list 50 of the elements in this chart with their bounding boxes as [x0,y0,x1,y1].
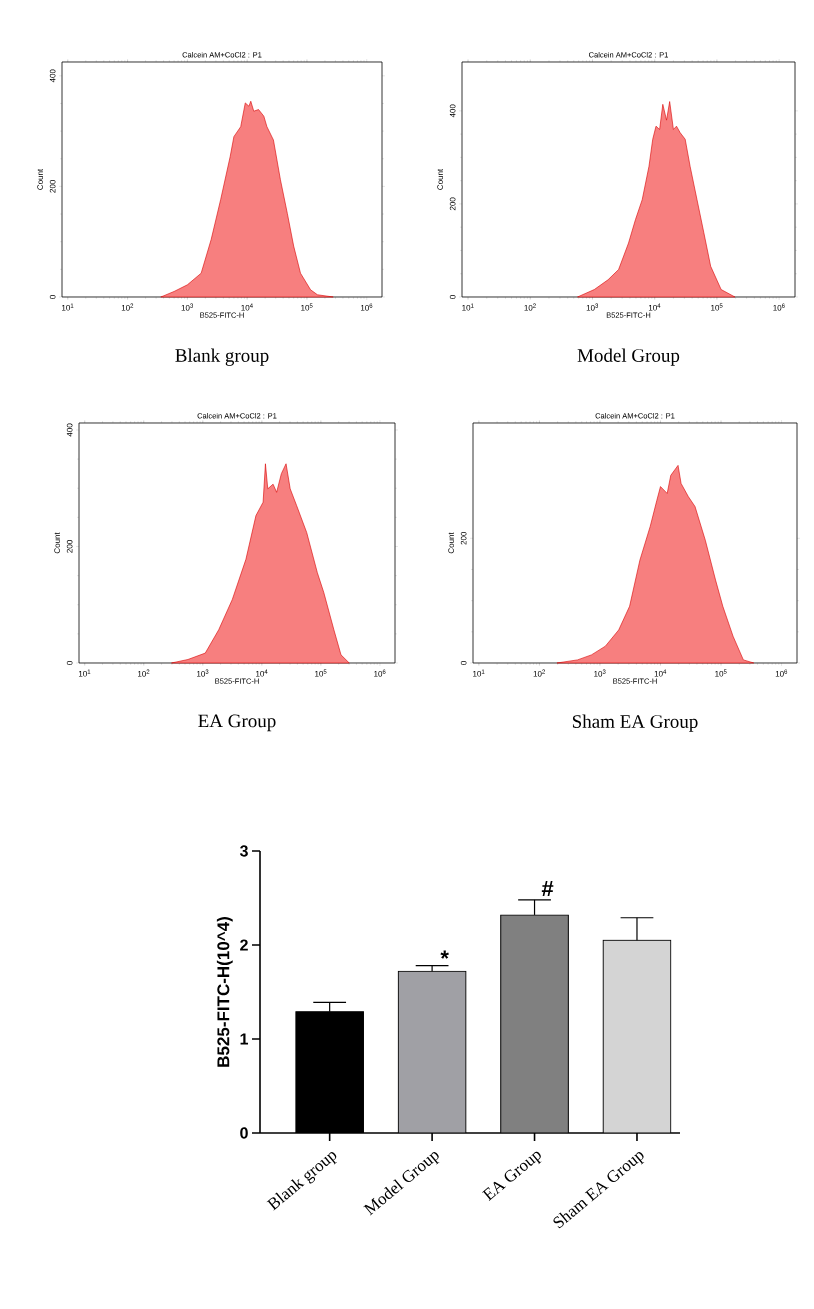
y-tick-label: 200 [49,180,56,193]
x-tick-label: 10$^{2}$ [121,303,134,311]
annotation: # [541,881,554,896]
x-tick-label: 10$^{6}$ [775,669,788,677]
x-tick-label: 10$^{3}$ [586,303,599,311]
y-tick-label: 1 [240,1033,249,1045]
x-tick-label: 10$^{4}$ [241,303,253,311]
x-tick-label: 10$^{5}$ [301,303,313,311]
y-axis-title: Count [54,532,60,554]
y-tick-label: 400 [449,104,456,118]
x-tick-label: 10$^{2}$ [524,303,536,311]
x-tick-label: 10$^{5}$ [715,669,727,677]
x-tick-label: 10$^{4}$ [648,303,661,311]
x-tick-label: 10$^{6}$ [360,303,373,311]
text: EA Group [198,714,276,732]
y-tick-label: 200 [460,531,467,545]
x-tick-label: 10$^{6}$ [374,669,386,677]
y-tick-label: 0 [460,661,467,665]
y-tick-label: 400 [66,423,73,437]
x-tick-label: 10$^{4}$ [256,669,268,677]
y-tick-label: 0 [49,295,56,299]
text: Model Group [577,348,680,366]
y-tick-label: 0 [66,661,73,665]
text: Sham EA Group [572,714,698,732]
x-tick-label: 10$^{5}$ [315,669,327,677]
annotation: * [440,950,449,959]
y-tick-label: 200 [66,540,73,553]
x-tick-label: 10$^{2}$ [138,669,150,677]
x-tick-label: 10$^{3}$ [181,303,193,311]
y-tick-label: 3 [239,845,248,857]
y-axis-title: B525-FITC-H(10^4) [216,917,233,1067]
x-tick-label: 10$^{6}$ [773,303,785,311]
x-tick-label: 10$^{2}$ [533,669,545,677]
x-tick-label: 10$^{1}$ [78,669,91,677]
x-tick-label: 10$^{1}$ [473,669,485,677]
y-tick-label: 0 [240,1127,248,1139]
x-tick-label: 10$^{1}$ [462,303,474,311]
x-tick-label: 10$^{3}$ [197,669,209,677]
y-tick-label: 2 [240,939,248,951]
y-tick-label: 0 [449,295,456,299]
text: Blank group [175,348,269,366]
y-axis-title: Count [448,532,454,554]
y-axis-title: Count [37,168,43,190]
x-tick-label: 10$^{3}$ [594,669,606,677]
y-tick-label: 200 [449,197,456,211]
x-tick-label: 10$^{5}$ [711,303,723,311]
y-axis-title: Count [437,168,443,190]
x-tick-label: 10$^{4}$ [654,669,667,677]
y-tick-label: 400 [49,69,56,83]
x-tick-label: 10$^{1}$ [62,303,74,311]
